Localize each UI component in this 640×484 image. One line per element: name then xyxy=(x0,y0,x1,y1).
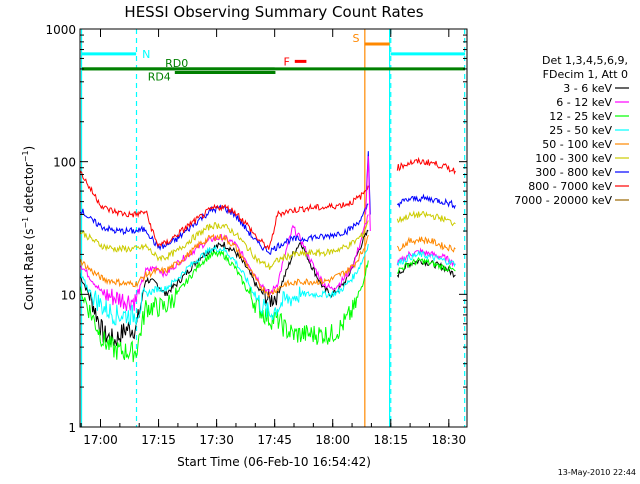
x-tick-label-0: 17:00 xyxy=(83,433,118,447)
legend: Det 1,3,4,5,6,9, FDecim 1, Att 0 3 - 6 k… xyxy=(514,54,629,207)
chart-title: HESSI Observing Summary Count Rates xyxy=(124,3,423,21)
series-6-12-kev-line-0 xyxy=(79,214,369,312)
y-tick-label-0: 1 xyxy=(68,421,76,435)
x-axis-label: Start Time (06-Feb-10 16:54:42) xyxy=(177,455,371,469)
legend-label-6-12-kev: 6 - 12 keV xyxy=(556,96,612,109)
y-axis-label-mid: detector xyxy=(22,162,36,217)
y-axis-ticks: 1 10 100 1000 xyxy=(45,23,467,435)
plot-extra-traces xyxy=(365,151,371,232)
x-axis-ticks: 17:00 17:15 17:30 17:45 18:00 18:15 18:30 xyxy=(80,29,467,447)
state-label-rd4: RD4 xyxy=(148,71,171,84)
spike-trace-1 xyxy=(365,156,371,232)
y-tick-label-3: 1000 xyxy=(45,23,76,37)
series-100-300-kev-line-0 xyxy=(79,220,369,270)
series-50-100-kev-line-1 xyxy=(396,236,456,253)
y-axis-label-sup1: −1 xyxy=(21,217,30,229)
legend-label-100-300-kev: 100 - 300 keV xyxy=(535,152,612,165)
x-tick-label-1: 17:15 xyxy=(141,433,176,447)
y-axis-label-end: ) xyxy=(22,146,36,151)
state-label-n: N xyxy=(142,48,150,61)
series-12-25-kev-line-0 xyxy=(79,249,369,363)
footer-timestamp: 13-May-2010 22:44 xyxy=(558,468,636,477)
x-tick-label-4: 18:00 xyxy=(315,433,350,447)
plot-vlines xyxy=(80,29,466,427)
legend-label-12-25-kev: 12 - 25 keV xyxy=(549,110,612,123)
legend-label-50-100-kev: 50 - 100 keV xyxy=(542,138,612,151)
y-axis-label: Count Rate (s−1 detector−1) xyxy=(21,146,36,310)
y-tick-label-1: 10 xyxy=(61,288,76,302)
plot-series xyxy=(79,156,456,363)
series-50-100-kev-line-0 xyxy=(79,233,369,299)
series-300-800-kev-line-1 xyxy=(396,193,456,210)
x-tick-label-5: 18:15 xyxy=(373,433,408,447)
series-25-50-kev-line-1 xyxy=(396,250,456,268)
series-12-25-kev-line-1 xyxy=(396,256,456,274)
series-800-7000-kev-line-0 xyxy=(79,170,369,250)
x-tick-label-6: 18:30 xyxy=(432,433,467,447)
series-100-300-kev-line-1 xyxy=(396,210,456,227)
x-tick-label-3: 17:45 xyxy=(257,433,292,447)
y-axis-label-sup2: −1 xyxy=(21,150,30,162)
series-25-50-kev-line-0 xyxy=(79,243,369,327)
state-label-f: F xyxy=(283,55,289,68)
x-tick-label-2: 17:30 xyxy=(199,433,234,447)
y-tick-label-2: 100 xyxy=(53,156,76,170)
legend-label-7000-20000-kev: 7000 - 20000 keV xyxy=(514,194,612,207)
y-axis-label-main: Count Rate (s xyxy=(22,229,36,311)
legend-header-1: Det 1,3,4,5,6,9, xyxy=(542,54,628,67)
plot-frame xyxy=(79,28,468,428)
legend-label-800-7000-kev: 800 - 7000 keV xyxy=(528,180,612,193)
state-label-rd0: RD0 xyxy=(165,57,188,70)
legend-label-300-800-kev: 300 - 800 keV xyxy=(535,166,612,179)
legend-label-3-6-kev: 3 - 6 keV xyxy=(563,82,612,95)
legend-header-2: FDecim 1, Att 0 xyxy=(543,68,628,81)
state-label-s: S xyxy=(352,32,359,45)
legend-label-25-50-kev: 25 - 50 keV xyxy=(549,124,612,137)
series-800-7000-kev-line-1 xyxy=(396,156,456,175)
